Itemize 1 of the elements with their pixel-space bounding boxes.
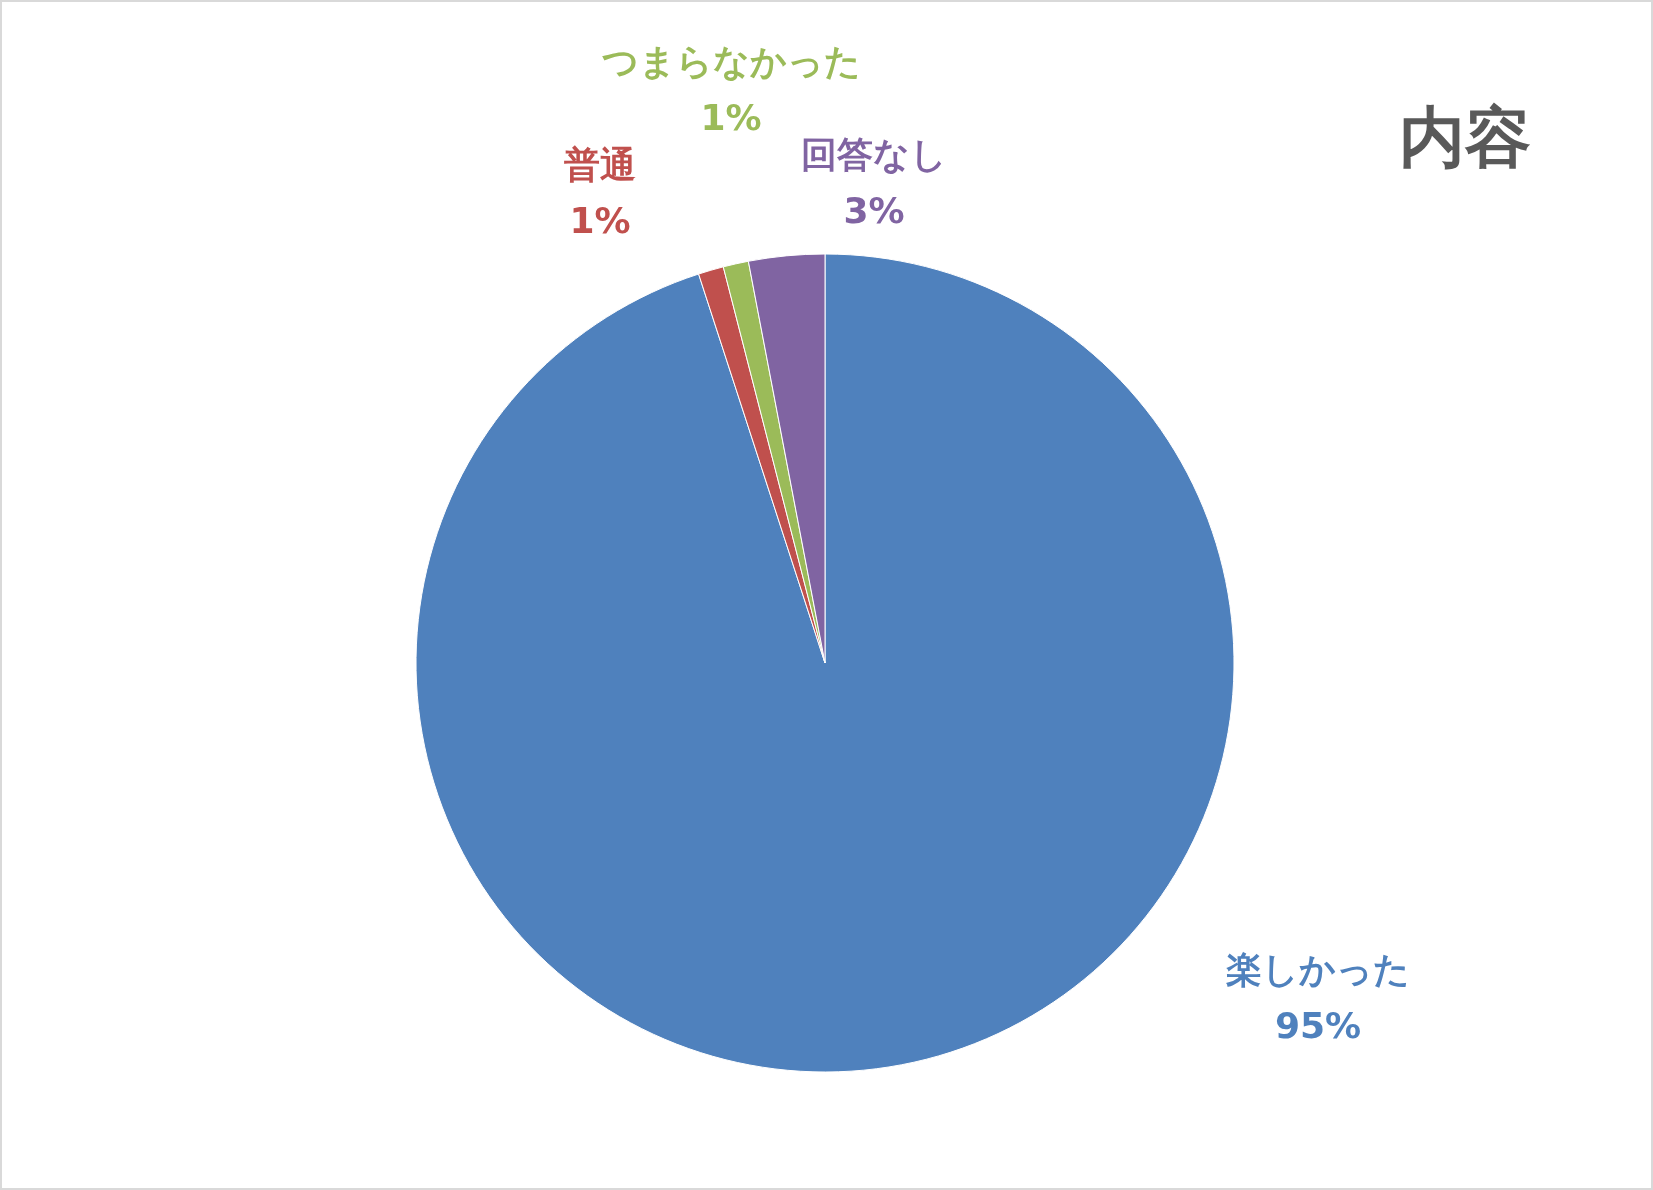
text: 内容 [1399,99,1531,176]
